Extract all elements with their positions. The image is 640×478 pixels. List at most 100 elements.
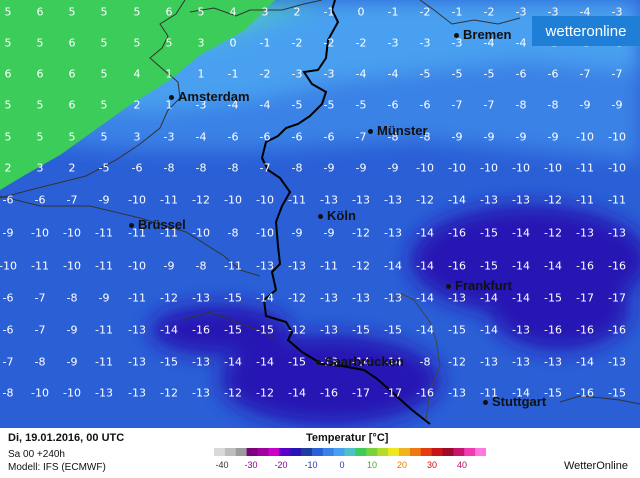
temperature-value: 5 (100, 36, 108, 50)
temperature-value: 5 (68, 5, 76, 19)
city-dot-icon (483, 400, 488, 406)
temperature-value: -10 (128, 259, 146, 273)
temperature-value: -14 (480, 291, 498, 305)
temperature-value: -13 (384, 193, 402, 207)
temperature-value: -3 (451, 36, 463, 50)
temperature-value: -16 (544, 323, 562, 337)
temperature-value: -14 (512, 259, 530, 273)
map-background (0, 0, 640, 425)
city-name: Amsterdam (178, 89, 250, 104)
legend-tick: -40 (215, 460, 229, 470)
temperature-value: -4 (355, 67, 367, 81)
city-label[interactable]: Stuttgart (483, 394, 546, 409)
temperature-value: -10 (128, 193, 146, 207)
temperature-value: -14 (480, 323, 498, 337)
temperature-value: -16 (192, 323, 210, 337)
temperature-value: -13 (384, 226, 402, 240)
temperature-value: -16 (608, 259, 626, 273)
temperature-value: -12 (288, 323, 306, 337)
scale-segment (235, 448, 248, 456)
temperature-value: 2 (293, 5, 301, 19)
temperature-map[interactable]: 5 6 5 5 5 6 5 4 3 2 -1 0 -1 -2 -1 -2 -3 -3 -4 -3 5 5 6 5 5 5 3 0 -1-… (0, 0, 640, 428)
temperature-value: -11 (320, 259, 338, 273)
temperature-value: -13 (95, 386, 113, 400)
temperature-value: -10 (256, 226, 274, 240)
temperature-value: -4 (483, 36, 495, 50)
temperature-value: -7 (483, 98, 495, 112)
legend-tick: -20 (274, 460, 288, 470)
city-name: Saarbrücken (325, 354, 404, 369)
temperature-value: 3 (133, 130, 141, 144)
temperature-value: -12 (288, 291, 306, 305)
temperature-value: -14 (256, 355, 274, 369)
temperature-value: -10 (0, 259, 17, 273)
temperature-value: -6 (2, 323, 14, 337)
temperature-value: -11 (95, 226, 113, 240)
temperature-value: -13 (192, 386, 210, 400)
temperature-value: -4 (259, 98, 271, 112)
temperature-value: 5 (133, 36, 141, 50)
temperature-value: 5 (100, 130, 108, 144)
temperature-value: -13 (448, 291, 466, 305)
temperature-value: -5 (419, 67, 431, 81)
city-label[interactable]: Brüssel (129, 217, 186, 232)
legend-title: Temperatur [°C] (306, 432, 389, 444)
temperature-value: -9 (611, 98, 623, 112)
temperature-value: -4 (195, 130, 207, 144)
temperature-value: 6 (165, 5, 173, 19)
temperature-value: -17 (384, 386, 402, 400)
city-label[interactable]: Köln (318, 208, 356, 223)
city-label[interactable]: Saarbrücken (316, 354, 404, 369)
temperature-value: -14 (384, 259, 402, 273)
scale-segment (377, 448, 389, 456)
city-label[interactable]: Münster (368, 123, 428, 138)
temperature-value: -4 (227, 98, 239, 112)
city-label[interactable]: Amsterdam (169, 89, 250, 104)
temperature-value: -10 (576, 130, 594, 144)
temperature-value: 1 (165, 67, 173, 81)
temperature-value: 5 (36, 130, 44, 144)
scale-segment (464, 448, 476, 456)
legend-tick: 10 (366, 460, 378, 470)
temperature-value: -12 (352, 226, 370, 240)
temperature-value: -17 (576, 291, 594, 305)
scale-segment (290, 448, 302, 456)
temperature-value: -11 (31, 259, 49, 273)
temperature-value: -13 (320, 355, 338, 369)
city-name: Brüssel (138, 217, 186, 232)
legend-tick: -30 (244, 460, 258, 470)
wetteronline-logo[interactable]: wetteronline (532, 16, 640, 46)
temperature-value: -8 (34, 355, 46, 369)
temperature-value: -15 (480, 226, 498, 240)
legend-tick: 0 (339, 460, 345, 470)
temperature-value: -11 (576, 161, 594, 175)
city-label[interactable]: Bremen (454, 27, 511, 42)
temperature-value: -13 (544, 355, 562, 369)
temperature-value: -1 (259, 36, 271, 50)
city-name: Frankfurt (455, 278, 513, 293)
scale-segment (442, 448, 454, 456)
scale-segment (366, 448, 378, 456)
temperature-value: 5 (36, 36, 44, 50)
temperature-value: -15 (608, 386, 626, 400)
scale-segment (388, 448, 400, 456)
temperature-value: -14 (416, 226, 434, 240)
temperature-value: -13 (320, 291, 338, 305)
temperature-value: -15 (544, 386, 562, 400)
temperature-value: 2 (68, 161, 76, 175)
city-dot-icon (318, 214, 323, 220)
temperature-value: -5 (355, 98, 367, 112)
temperature-value: -6 (291, 130, 303, 144)
temperature-value: -10 (192, 226, 210, 240)
temperature-value: -7 (579, 67, 591, 81)
temperature-value: -6 (227, 130, 239, 144)
city-label[interactable]: Frankfurt (446, 278, 512, 293)
temperature-value: -9 (66, 355, 78, 369)
temperature-value: -13 (192, 291, 210, 305)
temperature-value: -13 (608, 226, 626, 240)
temperature-value: 5 (68, 130, 76, 144)
temperature-value: 3 (197, 36, 205, 50)
temperature-value: -14 (544, 259, 562, 273)
temperature-value: -5 (451, 67, 463, 81)
temperature-value: -10 (31, 226, 49, 240)
